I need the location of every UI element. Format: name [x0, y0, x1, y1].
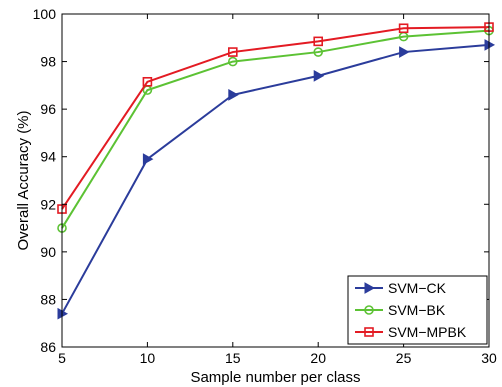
series-line [61, 43, 490, 315]
x-tick-label: 25 [396, 350, 412, 366]
y-tick-label: 100 [33, 6, 57, 22]
data-point [228, 56, 238, 67]
legend-label: SVM−MPBK [388, 324, 467, 340]
data-point [313, 36, 324, 47]
x-tick-label: 30 [481, 350, 497, 366]
y-tick-label: 88 [40, 291, 56, 307]
data-point [228, 47, 238, 57]
legend-marker [364, 305, 374, 315]
plot-frame [61, 13, 490, 348]
x-tick-label: 20 [310, 350, 326, 366]
y-tick-label: 86 [40, 339, 56, 355]
y-tick-label: 96 [40, 101, 56, 117]
plot-area [57, 22, 496, 320]
data-point [399, 46, 410, 58]
series-line [61, 26, 490, 210]
legend-label: SVM−CK [388, 280, 447, 296]
y-axis-title: Overall Accuracy (%) [15, 110, 32, 250]
y-tick-label: 98 [40, 54, 56, 70]
x-tick-label: 15 [225, 350, 241, 366]
axes: 5 10 15 20 25 30 86 88 90 92 94 96 98 100 [33, 6, 497, 366]
x-tick-label: 10 [140, 350, 156, 366]
y-tick-label: 92 [40, 196, 56, 212]
x-axis-title: Sample number per class [190, 369, 360, 386]
data-point [228, 89, 239, 101]
data-point [142, 153, 154, 165]
data-point [313, 69, 325, 82]
data-point [313, 47, 324, 57]
data-point [398, 23, 409, 34]
legend-label: SVM−BK [388, 302, 446, 318]
y-tick-label: 90 [40, 244, 56, 260]
legend-marker [364, 327, 374, 337]
y-tick-label: 94 [40, 149, 56, 165]
x-tick-label: 5 [58, 350, 66, 366]
legend-marker [364, 282, 376, 294]
legend: SVM−CK SVM−BK SVM−MPBK [347, 275, 488, 345]
data-point [142, 76, 153, 87]
series-line [61, 29, 490, 229]
